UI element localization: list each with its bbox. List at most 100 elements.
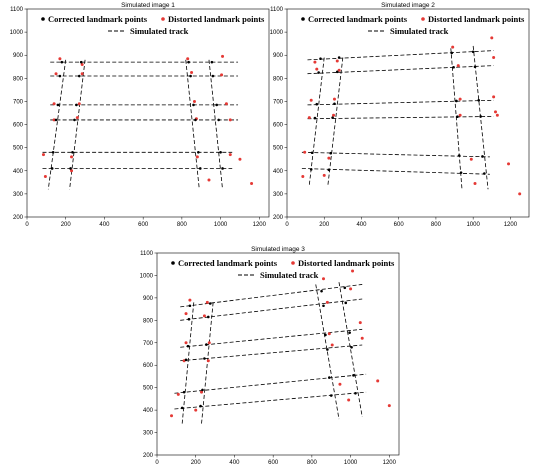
- distorted-point: [207, 341, 211, 345]
- plot-frame: [286, 8, 530, 218]
- distorted-point: [347, 398, 351, 402]
- track-line: [315, 284, 340, 420]
- distorted-point: [58, 57, 62, 61]
- y-tick-label: 600: [13, 123, 24, 129]
- distorted-point: [52, 102, 56, 106]
- distorted-point: [195, 155, 199, 159]
- track-line: [301, 168, 490, 175]
- y-tick-label: 1100: [140, 251, 154, 257]
- corrected-point: [320, 289, 323, 293]
- distorted-point: [358, 321, 362, 325]
- corrected-point: [352, 374, 355, 377]
- y-tick-label: 200: [13, 215, 24, 221]
- corrected-point: [348, 331, 351, 334]
- legend-distorted-marker: [291, 261, 295, 265]
- x-tick-label: 1000: [344, 460, 358, 466]
- legend-corrected-label: Corrected landmark points: [178, 258, 278, 268]
- y-tick-label: 500: [143, 386, 154, 392]
- y-tick-label: 600: [143, 363, 154, 369]
- distorted-point: [456, 64, 460, 68]
- x-tick-label: 1000: [214, 222, 228, 228]
- corrected-point: [221, 167, 224, 170]
- y-tick-label: 900: [13, 53, 24, 59]
- legend-distorted-marker: [421, 17, 425, 21]
- corrected-point: [50, 167, 54, 170]
- y-tick-label: 300: [273, 192, 284, 198]
- corrected-point: [343, 286, 347, 290]
- track-line: [180, 298, 363, 321]
- distorted-point: [493, 110, 497, 114]
- x-tick-label: 800: [177, 222, 188, 228]
- corrected-point: [477, 98, 481, 102]
- plot-title: Simulated image 1: [121, 2, 175, 9]
- corrected-point: [337, 56, 341, 59]
- legend-distorted-label: Distorted landmark points: [298, 258, 395, 268]
- distorted-point: [228, 118, 232, 122]
- corrected-point: [327, 168, 331, 172]
- corrected-point: [329, 394, 333, 397]
- y-tick-label: 1000: [270, 30, 284, 36]
- distorted-point: [492, 95, 496, 99]
- distorted-point: [309, 98, 313, 102]
- distorted-point: [206, 359, 210, 363]
- plot-title: Simulated image 2: [381, 2, 435, 9]
- y-tick-label: 900: [143, 296, 154, 302]
- corrected-point: [450, 51, 454, 55]
- corrected-point: [186, 344, 190, 348]
- corrected-point: [459, 171, 463, 174]
- track-line: [307, 65, 494, 75]
- x-tick-label: 400: [356, 222, 367, 228]
- track-line: [201, 302, 214, 424]
- corrected-point: [455, 99, 458, 103]
- distorted-point: [238, 157, 242, 161]
- distorted-point: [188, 298, 192, 302]
- corrected-point: [335, 70, 339, 74]
- corrected-point: [210, 60, 214, 64]
- corrected-point: [317, 71, 320, 74]
- corrected-point: [205, 343, 208, 346]
- legend-track-label: Simulated track: [130, 26, 189, 36]
- distorted-point: [458, 113, 462, 117]
- distorted-point: [80, 62, 84, 66]
- y-tick-label: 700: [273, 99, 284, 105]
- corrected-point: [79, 60, 83, 64]
- distorted-point: [315, 67, 319, 71]
- legend-corrected-marker: [41, 17, 45, 21]
- y-tick-label: 800: [273, 76, 284, 82]
- y-tick-label: 700: [143, 341, 154, 347]
- y-tick-label: 800: [143, 318, 154, 324]
- y-tick-label: 800: [13, 76, 24, 82]
- legend-distorted-marker: [161, 17, 165, 21]
- y-tick-label: 400: [143, 408, 154, 414]
- y-tick-label: 300: [143, 431, 154, 437]
- corrected-point: [322, 304, 325, 308]
- distorted-point: [194, 408, 198, 412]
- corrected-point: [331, 116, 334, 119]
- y-tick-label: 400: [273, 169, 284, 175]
- corrected-point: [313, 116, 317, 120]
- corrected-point: [479, 115, 482, 118]
- track-line: [450, 48, 463, 190]
- distorted-point: [325, 300, 329, 304]
- distorted-point: [451, 45, 455, 49]
- distorted-point: [376, 379, 380, 383]
- distorted-point: [332, 113, 336, 117]
- x-tick-label: 200: [61, 222, 72, 228]
- corrected-point: [481, 155, 484, 158]
- x-tick-label: 0: [25, 222, 29, 228]
- track-line: [180, 344, 363, 362]
- y-tick-label: 500: [273, 146, 284, 152]
- distorted-point: [54, 72, 58, 76]
- corrected-point: [203, 357, 206, 360]
- distorted-point: [313, 60, 317, 64]
- distorted-point: [200, 390, 204, 394]
- distorted-point: [303, 150, 307, 154]
- distorted-point: [202, 314, 206, 318]
- distorted-point: [321, 277, 325, 281]
- distorted-point: [307, 116, 311, 120]
- corrected-point: [187, 317, 191, 321]
- legend-corrected-marker: [301, 17, 305, 21]
- legend-corrected-label: Corrected landmark points: [48, 14, 148, 24]
- y-tick-label: 1100: [10, 7, 24, 13]
